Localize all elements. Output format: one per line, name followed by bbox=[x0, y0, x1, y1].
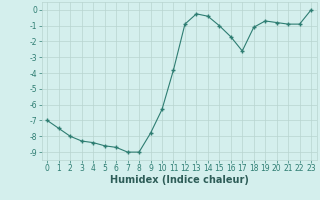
X-axis label: Humidex (Indice chaleur): Humidex (Indice chaleur) bbox=[110, 175, 249, 185]
